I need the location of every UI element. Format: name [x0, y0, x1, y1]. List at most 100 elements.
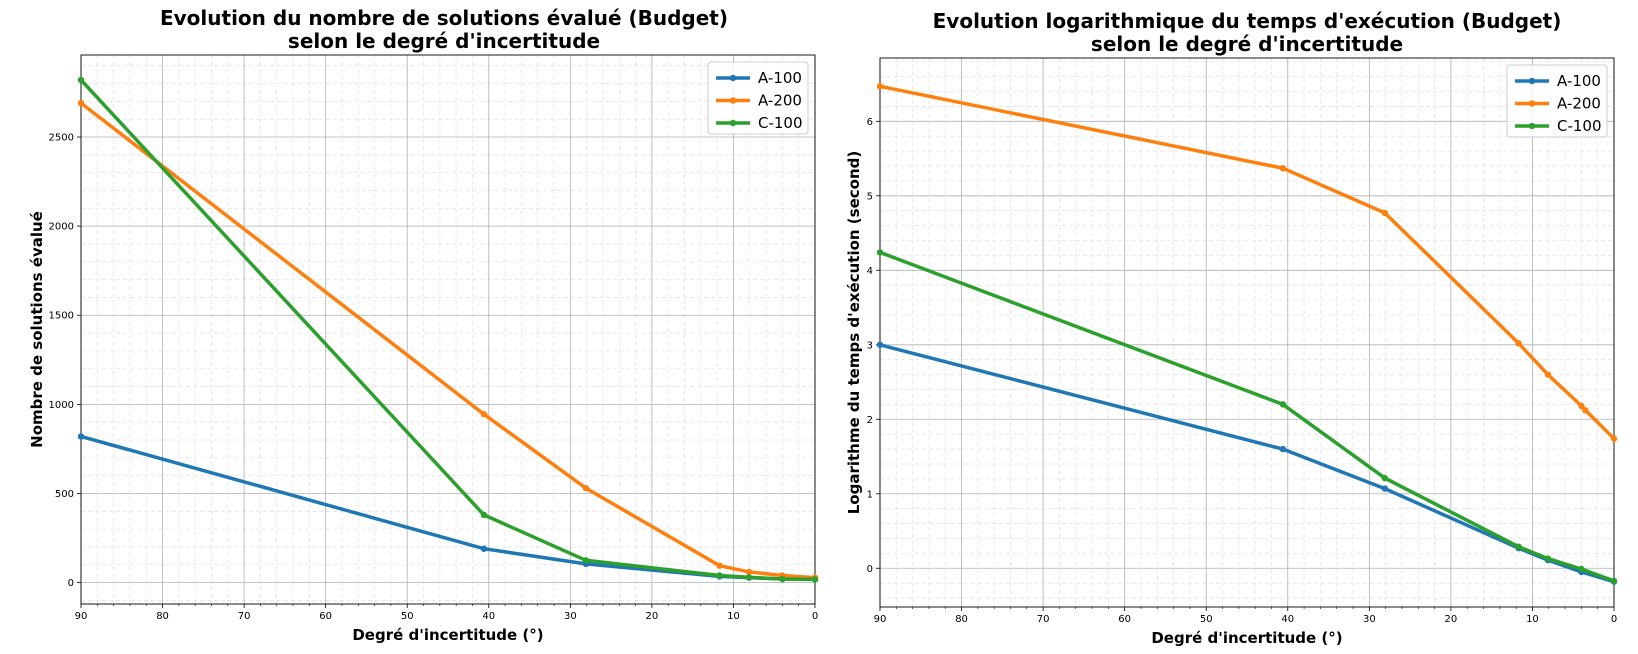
series-line	[879, 250, 1615, 583]
series-c-100	[77, 76, 819, 583]
x-tick-label: 80	[955, 614, 968, 625]
data-point	[1578, 402, 1585, 410]
data-point	[1544, 555, 1552, 562]
major-grid	[879, 58, 1615, 607]
series-a-200	[77, 99, 819, 581]
y-tick-label: 0	[68, 578, 74, 589]
data-point	[1544, 371, 1552, 378]
legend-label: A-200	[758, 92, 802, 110]
series-line	[79, 101, 816, 580]
legend: A-100 A-200 C-100	[1506, 64, 1608, 138]
y-tick-label: 4	[867, 266, 873, 277]
legend-label: C-100	[758, 114, 803, 132]
legend-label: C-100	[1557, 117, 1602, 135]
data-point	[1279, 165, 1287, 172]
y-tick-label: 2500	[49, 132, 74, 143]
chart-title: Evolution logarithmique du temps d'exécu…	[933, 9, 1562, 33]
data-point	[1610, 577, 1618, 585]
data-point	[745, 568, 753, 576]
data-point	[582, 557, 590, 564]
series-c-100	[876, 249, 1618, 585]
legend-swatch-marker	[729, 119, 737, 127]
series-line	[879, 343, 1615, 584]
x-tick-label: 20	[1445, 614, 1458, 625]
x-tick-label: 50	[1200, 614, 1213, 625]
x-tick-label: 30	[1363, 614, 1376, 625]
minor-grid	[880, 58, 1614, 607]
data-point	[1381, 209, 1389, 217]
data-point	[77, 99, 85, 107]
x-tick-label: 10	[727, 611, 740, 622]
x-tick-label: 40	[482, 611, 495, 622]
chart-1: 90 80 70 60 50 40 30 20 10 005001000150020002500E…	[28, 6, 819, 644]
data-point	[1515, 340, 1522, 347]
plot-frame	[80, 54, 816, 605]
legend-label: A-100	[1557, 72, 1601, 90]
legend-swatch-marker	[729, 74, 737, 82]
x-tick-label: 20	[646, 611, 659, 622]
legend-swatch-marker	[1528, 77, 1536, 85]
x-tick-label: 30	[564, 611, 577, 622]
data-point	[582, 484, 590, 492]
x-tick-label: 50	[401, 611, 414, 622]
data-point	[876, 249, 884, 256]
chart-title: Evolution du nombre de solutions évalué …	[160, 6, 728, 30]
data-point	[1515, 543, 1522, 550]
x-tick-label: 60	[1118, 614, 1131, 625]
data-point	[745, 574, 753, 581]
data-point	[480, 511, 488, 519]
data-point	[1582, 407, 1589, 414]
y-tick-label: 5	[867, 191, 873, 202]
data-point	[480, 410, 488, 418]
data-point	[1381, 474, 1389, 482]
series-a-100	[876, 341, 1618, 585]
y-tick-label: 6	[867, 117, 873, 128]
legend-swatch-marker	[729, 97, 737, 104]
y-tick-label: 3	[867, 340, 873, 351]
data-point	[1279, 445, 1287, 453]
data-point	[876, 83, 884, 90]
chart-subtitle: selon le degré d'incertitude	[288, 29, 600, 53]
legend: A-100 A-200 C-100	[707, 61, 809, 135]
chart-2: 90 80 70 60 50 40 30 20 10 0 0 1 2 3 4 5 6 Evolution loga…	[845, 9, 1618, 647]
x-tick-label: 70	[238, 611, 251, 622]
x-tick-label: 70	[1037, 614, 1050, 625]
x-tick-label: 40	[1281, 614, 1294, 625]
data-point	[1381, 485, 1389, 492]
chart-subtitle: selon le degré d'incertitude	[1091, 32, 1403, 56]
data-point	[1578, 565, 1585, 573]
legend-label: A-100	[758, 69, 802, 87]
y-tick-label: 1000	[49, 400, 74, 411]
x-tick-label: 0	[812, 611, 818, 622]
major-grid	[80, 55, 816, 604]
data-point	[716, 562, 723, 569]
y-tick-label: 500	[55, 489, 74, 500]
y-axis-label: Nombre de solutions évalué	[28, 211, 46, 448]
y-tick-label: 1500	[49, 311, 74, 322]
x-axis-label: Degré d'incertitude (°)	[352, 626, 543, 644]
x-tick-label: 90	[874, 614, 887, 625]
data-point	[480, 545, 488, 552]
data-point	[77, 433, 85, 440]
data-point	[811, 576, 819, 583]
series-line	[879, 84, 1616, 440]
y-axis-label: Logarithme du temps d'exécution (second)	[845, 151, 863, 515]
data-point	[1279, 401, 1287, 408]
data-point	[1610, 435, 1618, 442]
y-tick-label: 2000	[49, 222, 74, 233]
data-point	[716, 572, 723, 579]
legend-swatch-marker	[1528, 122, 1536, 130]
x-axis-label: Degré d'incertitude (°)	[1151, 629, 1342, 647]
x-tick-label: 60	[319, 611, 332, 622]
y-tick-label: 1	[867, 489, 873, 500]
data-point	[876, 341, 884, 348]
legend-label: A-200	[1557, 95, 1601, 113]
legend-swatch-marker	[1528, 100, 1536, 107]
plot-frame	[879, 57, 1615, 608]
data-point	[77, 76, 85, 84]
x-tick-label: 10	[1526, 614, 1539, 625]
y-tick-label: 2	[867, 415, 873, 426]
x-tick-label: 80	[156, 611, 169, 622]
y-tick-label: 0	[867, 564, 873, 575]
